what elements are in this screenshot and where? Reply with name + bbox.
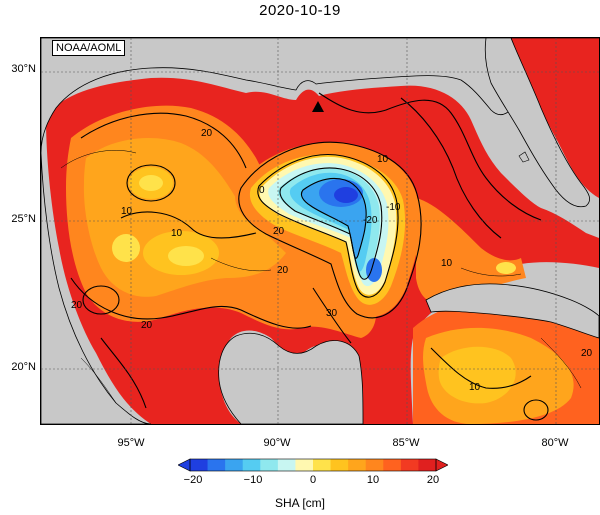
east-orange bbox=[416, 198, 526, 305]
mexico-land bbox=[41, 152, 152, 424]
colorbar-swatch bbox=[348, 459, 367, 471]
contour-label: 20 bbox=[273, 226, 285, 237]
contour-label: 10 bbox=[469, 382, 481, 393]
lon-label-95w: 95°W bbox=[117, 437, 145, 449]
contour-label: 20 bbox=[277, 265, 289, 276]
colorbar-swatch bbox=[277, 459, 296, 471]
contour-label: 20 bbox=[141, 320, 153, 331]
lon-label-80w: 80°W bbox=[541, 437, 569, 449]
colorbar-swatch bbox=[260, 459, 279, 471]
contour-10-central bbox=[238, 141, 422, 319]
contour-labels: 20 10 0 -10 -20 10 20 10 20 10 20 20 30 … bbox=[71, 128, 593, 393]
colorbar-swatch bbox=[365, 459, 384, 471]
colorbar-swatch bbox=[190, 459, 209, 471]
contour-0 bbox=[257, 154, 399, 298]
colorbar bbox=[177, 458, 449, 472]
contour-carib-loop bbox=[523, 399, 549, 421]
colorbar-swatch bbox=[400, 459, 419, 471]
lon-label-90w: 90°W bbox=[263, 437, 291, 449]
contour-30 bbox=[312, 287, 352, 344]
contour-label: -10 bbox=[386, 202, 401, 213]
eddy-south bbox=[366, 258, 382, 282]
contour-label: 10 bbox=[441, 258, 453, 269]
atlantic-water bbox=[511, 38, 599, 198]
yucatan-land bbox=[218, 332, 364, 424]
colorbar-swatch bbox=[207, 459, 226, 471]
contour-sw-loop bbox=[82, 285, 120, 315]
keys-land bbox=[518, 151, 530, 163]
thin-contours bbox=[60, 150, 582, 404]
colorbar-swatch bbox=[418, 459, 437, 471]
contour-20-south bbox=[70, 277, 312, 329]
contour-20-west bbox=[80, 112, 247, 169]
lat-label-25n: 25°N bbox=[11, 213, 36, 225]
sha-map: 20 10 0 -10 -20 10 20 10 20 10 20 20 30 … bbox=[40, 37, 600, 425]
west-yellow-2b bbox=[168, 246, 204, 266]
florida-land bbox=[484, 38, 599, 208]
contour-label: 30 bbox=[326, 308, 338, 319]
colorbar-max-arrow bbox=[435, 458, 449, 472]
contour-label: 10 bbox=[377, 154, 389, 165]
colorbar-swatch bbox=[295, 459, 314, 471]
contour-label: 20 bbox=[201, 128, 213, 139]
colorbar-swatch bbox=[383, 459, 402, 471]
colorbar-tick: 0 bbox=[309, 474, 317, 486]
contour-10-west bbox=[120, 211, 257, 239]
contour-label: 20 bbox=[581, 348, 593, 359]
west-yellow-1b bbox=[139, 175, 163, 191]
north-coast-land bbox=[41, 38, 523, 154]
contour-label: 0 bbox=[259, 185, 265, 196]
colorbar-label: SHA [cm] bbox=[274, 496, 325, 510]
credit-label: NOAA/AOML bbox=[52, 40, 126, 56]
caribbean-yellow bbox=[438, 346, 516, 404]
contour-20-east bbox=[318, 92, 542, 221]
colorbar-swatch bbox=[313, 459, 332, 471]
contour-lines bbox=[70, 92, 549, 421]
colorbar-tick: −10 bbox=[243, 474, 263, 486]
contour-10-east bbox=[400, 97, 502, 239]
contour-10-carib bbox=[430, 347, 532, 389]
station-marker bbox=[312, 101, 324, 112]
colorbar-tick: 20 bbox=[426, 474, 440, 486]
lat-label-30n: 30°N bbox=[11, 63, 36, 75]
colorbar-tick: 10 bbox=[366, 474, 380, 486]
contour-label: -20 bbox=[363, 215, 378, 226]
gridlines bbox=[41, 38, 599, 424]
colorbar-tick: −20 bbox=[183, 474, 203, 486]
contour-label: 20 bbox=[71, 300, 83, 311]
colorbar-min-arrow bbox=[177, 458, 191, 472]
lon-label-85w: 85°W bbox=[392, 437, 420, 449]
lat-label-20n: 20°N bbox=[11, 361, 36, 373]
colorbar-swatch bbox=[225, 459, 244, 471]
contour-label: 10 bbox=[171, 228, 183, 239]
colorbar-swatch bbox=[330, 459, 349, 471]
contour-neg20 bbox=[300, 177, 367, 259]
colorbar-border bbox=[189, 458, 437, 472]
contour-label: 10 bbox=[121, 206, 133, 217]
eddy-core-deep bbox=[334, 187, 358, 203]
west-yellow-3 bbox=[112, 234, 140, 262]
sha-map-svg: 20 10 0 -10 -20 10 20 10 20 10 20 20 30 … bbox=[41, 38, 599, 424]
map-title: 2020-10-19 bbox=[259, 2, 341, 19]
contour-neg10 bbox=[279, 167, 383, 280]
east-yellow bbox=[496, 262, 516, 274]
contour-west-loop bbox=[126, 164, 176, 202]
colorbar-swatch bbox=[242, 459, 261, 471]
colorbar-svg bbox=[177, 458, 449, 472]
cuba-land bbox=[425, 283, 599, 339]
